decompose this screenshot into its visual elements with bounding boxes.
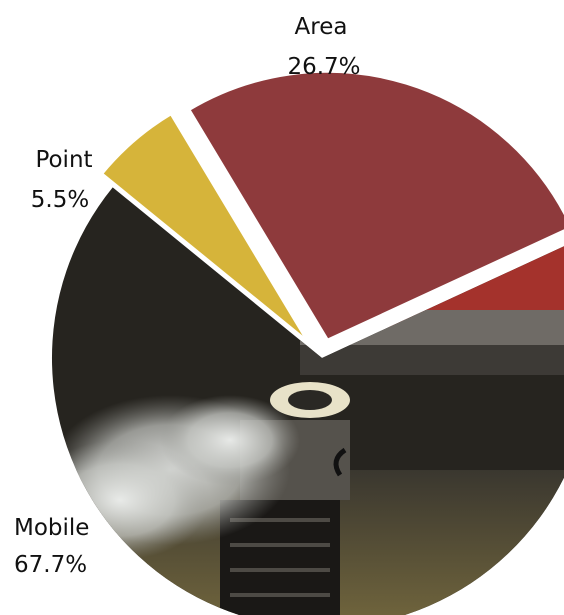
label-point-name: Point <box>35 147 92 173</box>
pie-slice-point <box>98 110 312 346</box>
label-mobile-value: 67.7% <box>14 552 87 578</box>
label-area-value: 26.7% <box>287 54 360 80</box>
label-mobile-name: Mobile <box>14 515 89 541</box>
label-area-name: Area <box>295 14 348 40</box>
label-point-value: 5.5% <box>31 187 89 213</box>
pie-slice-area <box>185 68 564 344</box>
